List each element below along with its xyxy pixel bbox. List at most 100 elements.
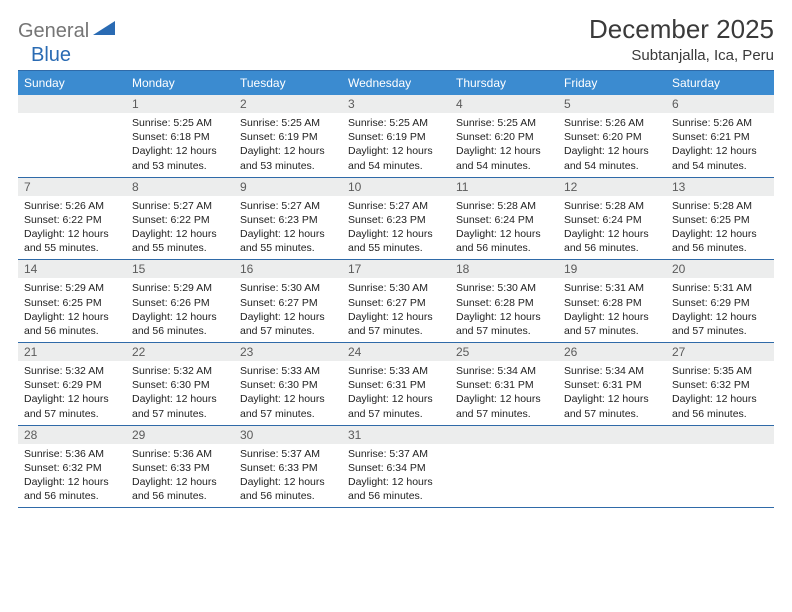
- day-number: [666, 425, 774, 444]
- day-cell: Sunrise: 5:31 AMSunset: 6:28 PMDaylight:…: [558, 278, 666, 342]
- day-number: [450, 425, 558, 444]
- day-details: Sunrise: 5:25 AMSunset: 6:20 PMDaylight:…: [450, 113, 558, 177]
- day-cell: Sunrise: 5:28 AMSunset: 6:24 PMDaylight:…: [558, 196, 666, 260]
- day-number: 14: [18, 260, 126, 279]
- day-number: 5: [558, 95, 666, 113]
- day-cell: Sunrise: 5:27 AMSunset: 6:23 PMDaylight:…: [234, 196, 342, 260]
- day-cell: Sunrise: 5:32 AMSunset: 6:29 PMDaylight:…: [18, 361, 126, 425]
- day-cell: Sunrise: 5:26 AMSunset: 6:20 PMDaylight:…: [558, 113, 666, 177]
- weekday-header: Monday: [126, 71, 234, 96]
- day-number: 3: [342, 95, 450, 113]
- day-number: [558, 425, 666, 444]
- day-details: Sunrise: 5:31 AMSunset: 6:28 PMDaylight:…: [558, 278, 666, 342]
- day-details: Sunrise: 5:26 AMSunset: 6:21 PMDaylight:…: [666, 113, 774, 177]
- day-number: 22: [126, 343, 234, 362]
- day-cell: Sunrise: 5:27 AMSunset: 6:23 PMDaylight:…: [342, 196, 450, 260]
- day-number: 10: [342, 177, 450, 196]
- day-number: 18: [450, 260, 558, 279]
- day-number: 13: [666, 177, 774, 196]
- day-cell: [18, 113, 126, 177]
- day-cell: [450, 444, 558, 508]
- day-number: 7: [18, 177, 126, 196]
- day-cell: Sunrise: 5:37 AMSunset: 6:33 PMDaylight:…: [234, 444, 342, 508]
- day-details: Sunrise: 5:36 AMSunset: 6:32 PMDaylight:…: [18, 444, 126, 508]
- day-details: Sunrise: 5:25 AMSunset: 6:19 PMDaylight:…: [342, 113, 450, 177]
- day-cell: Sunrise: 5:26 AMSunset: 6:21 PMDaylight:…: [666, 113, 774, 177]
- day-details: Sunrise: 5:36 AMSunset: 6:33 PMDaylight:…: [126, 444, 234, 508]
- day-number: 19: [558, 260, 666, 279]
- day-number: 1: [126, 95, 234, 113]
- location: Subtanjalla, Ica, Peru: [589, 47, 774, 64]
- logo: General: [18, 14, 117, 43]
- day-cell: Sunrise: 5:37 AMSunset: 6:34 PMDaylight:…: [342, 444, 450, 508]
- weekday-header: Friday: [558, 71, 666, 96]
- day-cell: Sunrise: 5:33 AMSunset: 6:31 PMDaylight:…: [342, 361, 450, 425]
- day-number: 6: [666, 95, 774, 113]
- day-number: 15: [126, 260, 234, 279]
- weekday-header: Saturday: [666, 71, 774, 96]
- day-number: 4: [450, 95, 558, 113]
- day-number: [18, 95, 126, 113]
- week-row: Sunrise: 5:25 AMSunset: 6:18 PMDaylight:…: [18, 113, 774, 177]
- day-details: Sunrise: 5:34 AMSunset: 6:31 PMDaylight:…: [450, 361, 558, 425]
- day-details: Sunrise: 5:27 AMSunset: 6:22 PMDaylight:…: [126, 196, 234, 260]
- day-details: Sunrise: 5:27 AMSunset: 6:23 PMDaylight:…: [234, 196, 342, 260]
- week-row: Sunrise: 5:36 AMSunset: 6:32 PMDaylight:…: [18, 444, 774, 508]
- day-details: Sunrise: 5:30 AMSunset: 6:27 PMDaylight:…: [234, 278, 342, 342]
- day-details: Sunrise: 5:29 AMSunset: 6:26 PMDaylight:…: [126, 278, 234, 342]
- day-details: Sunrise: 5:37 AMSunset: 6:33 PMDaylight:…: [234, 444, 342, 508]
- logo-text-blue: Blue: [31, 44, 71, 66]
- day-details: Sunrise: 5:31 AMSunset: 6:29 PMDaylight:…: [666, 278, 774, 342]
- daynum-row: 14151617181920: [18, 260, 774, 279]
- day-cell: Sunrise: 5:26 AMSunset: 6:22 PMDaylight:…: [18, 196, 126, 260]
- day-cell: Sunrise: 5:28 AMSunset: 6:25 PMDaylight:…: [666, 196, 774, 260]
- calendar-table: Sunday Monday Tuesday Wednesday Thursday…: [18, 70, 774, 508]
- day-details: Sunrise: 5:25 AMSunset: 6:19 PMDaylight:…: [234, 113, 342, 177]
- day-number: 24: [342, 343, 450, 362]
- day-details: Sunrise: 5:26 AMSunset: 6:20 PMDaylight:…: [558, 113, 666, 177]
- day-number: 8: [126, 177, 234, 196]
- header: General December 2025 Subtanjalla, Ica, …: [18, 14, 774, 64]
- logo-triangle-icon: [93, 21, 115, 42]
- day-number: 25: [450, 343, 558, 362]
- day-cell: Sunrise: 5:36 AMSunset: 6:32 PMDaylight:…: [18, 444, 126, 508]
- day-number: 23: [234, 343, 342, 362]
- day-details: Sunrise: 5:32 AMSunset: 6:29 PMDaylight:…: [18, 361, 126, 425]
- day-details: Sunrise: 5:35 AMSunset: 6:32 PMDaylight:…: [666, 361, 774, 425]
- daynum-row: 123456: [18, 95, 774, 113]
- day-number: 30: [234, 425, 342, 444]
- day-cell: Sunrise: 5:30 AMSunset: 6:28 PMDaylight:…: [450, 278, 558, 342]
- day-cell: Sunrise: 5:28 AMSunset: 6:24 PMDaylight:…: [450, 196, 558, 260]
- weekday-header: Tuesday: [234, 71, 342, 96]
- day-number: 11: [450, 177, 558, 196]
- day-details: Sunrise: 5:28 AMSunset: 6:24 PMDaylight:…: [450, 196, 558, 260]
- day-cell: [558, 444, 666, 508]
- day-details: Sunrise: 5:33 AMSunset: 6:31 PMDaylight:…: [342, 361, 450, 425]
- day-details: Sunrise: 5:32 AMSunset: 6:30 PMDaylight:…: [126, 361, 234, 425]
- day-number: 12: [558, 177, 666, 196]
- week-row: Sunrise: 5:32 AMSunset: 6:29 PMDaylight:…: [18, 361, 774, 425]
- day-cell: Sunrise: 5:32 AMSunset: 6:30 PMDaylight:…: [126, 361, 234, 425]
- daynum-row: 21222324252627: [18, 343, 774, 362]
- month-title: December 2025: [589, 14, 774, 45]
- day-number: 16: [234, 260, 342, 279]
- day-cell: [666, 444, 774, 508]
- day-number: 26: [558, 343, 666, 362]
- day-cell: Sunrise: 5:25 AMSunset: 6:19 PMDaylight:…: [342, 113, 450, 177]
- weekday-header: Wednesday: [342, 71, 450, 96]
- day-number: 2: [234, 95, 342, 113]
- day-number: 29: [126, 425, 234, 444]
- day-details: Sunrise: 5:33 AMSunset: 6:30 PMDaylight:…: [234, 361, 342, 425]
- day-number: 20: [666, 260, 774, 279]
- day-number: 21: [18, 343, 126, 362]
- day-number: 9: [234, 177, 342, 196]
- day-details: Sunrise: 5:34 AMSunset: 6:31 PMDaylight:…: [558, 361, 666, 425]
- day-cell: Sunrise: 5:25 AMSunset: 6:18 PMDaylight:…: [126, 113, 234, 177]
- day-cell: Sunrise: 5:25 AMSunset: 6:20 PMDaylight:…: [450, 113, 558, 177]
- week-row: Sunrise: 5:26 AMSunset: 6:22 PMDaylight:…: [18, 196, 774, 260]
- day-details: Sunrise: 5:30 AMSunset: 6:27 PMDaylight:…: [342, 278, 450, 342]
- day-cell: Sunrise: 5:30 AMSunset: 6:27 PMDaylight:…: [234, 278, 342, 342]
- logo-text-general: General: [18, 20, 89, 43]
- daynum-row: 78910111213: [18, 177, 774, 196]
- day-cell: Sunrise: 5:25 AMSunset: 6:19 PMDaylight:…: [234, 113, 342, 177]
